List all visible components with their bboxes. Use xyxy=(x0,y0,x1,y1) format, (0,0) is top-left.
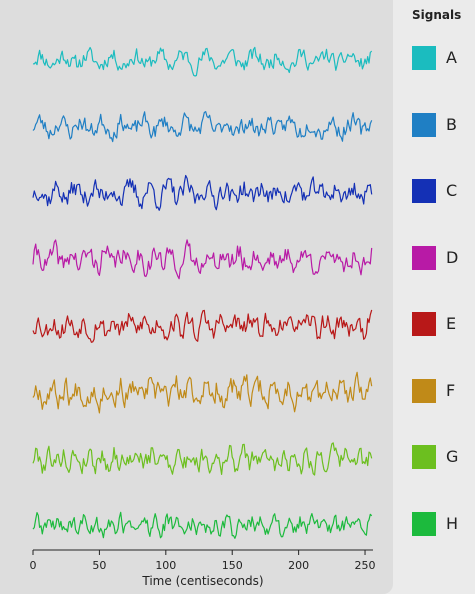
legend-label: F xyxy=(446,380,456,400)
legend-item-b: B xyxy=(412,112,472,139)
x-tick-label-2: 100 xyxy=(155,559,176,572)
x-axis: 0 50 100 150 200 250 xyxy=(30,549,376,572)
series-line-f xyxy=(32,371,373,414)
legend-label: A xyxy=(446,48,457,67)
legend-swatch xyxy=(412,312,436,336)
series-layer xyxy=(32,46,373,539)
legend-swatch xyxy=(412,378,436,403)
legend-title: Signals xyxy=(412,8,462,22)
series-line-c xyxy=(32,174,373,211)
legend-swatch xyxy=(412,46,436,70)
legend-item-c: C xyxy=(412,179,472,205)
legend-swatch xyxy=(412,245,436,270)
legend-label: G xyxy=(446,447,459,466)
series-line-e xyxy=(32,309,373,343)
x-tick-label-5: 250 xyxy=(355,559,376,572)
series-line-a xyxy=(32,46,373,77)
legend-item-f: F xyxy=(412,378,472,405)
series-line-g xyxy=(32,442,373,476)
legend-swatch xyxy=(412,112,436,137)
x-axis-title: Time (centiseconds) xyxy=(141,574,263,588)
legend-item-e: E xyxy=(412,312,472,338)
legend-swatch xyxy=(412,511,436,536)
series-line-d xyxy=(32,239,373,280)
legend-swatch xyxy=(412,179,436,203)
plot-panel xyxy=(0,0,393,594)
legend-label: C xyxy=(446,181,458,200)
legend-item-d: D xyxy=(412,245,472,272)
x-tick-label-0: 0 xyxy=(30,559,37,572)
legend-item-a: A xyxy=(412,46,472,72)
series-line-b xyxy=(32,110,373,143)
legend-swatch xyxy=(412,445,436,469)
legend-label: D xyxy=(446,247,459,267)
legend-item-g: G xyxy=(412,445,472,471)
x-tick-label-1: 50 xyxy=(92,559,106,572)
legend-panel xyxy=(393,0,475,594)
signals-chart: 0 50 100 150 200 250 Time (centiseconds) xyxy=(30,46,376,588)
x-tick-label-4: 200 xyxy=(288,559,309,572)
x-tick-label-3: 150 xyxy=(222,559,243,572)
legend-label: H xyxy=(446,513,459,533)
legend-item-h: H xyxy=(412,511,472,538)
series-line-h xyxy=(32,511,373,539)
legend-label: E xyxy=(446,314,457,333)
legend-label: B xyxy=(446,114,457,134)
